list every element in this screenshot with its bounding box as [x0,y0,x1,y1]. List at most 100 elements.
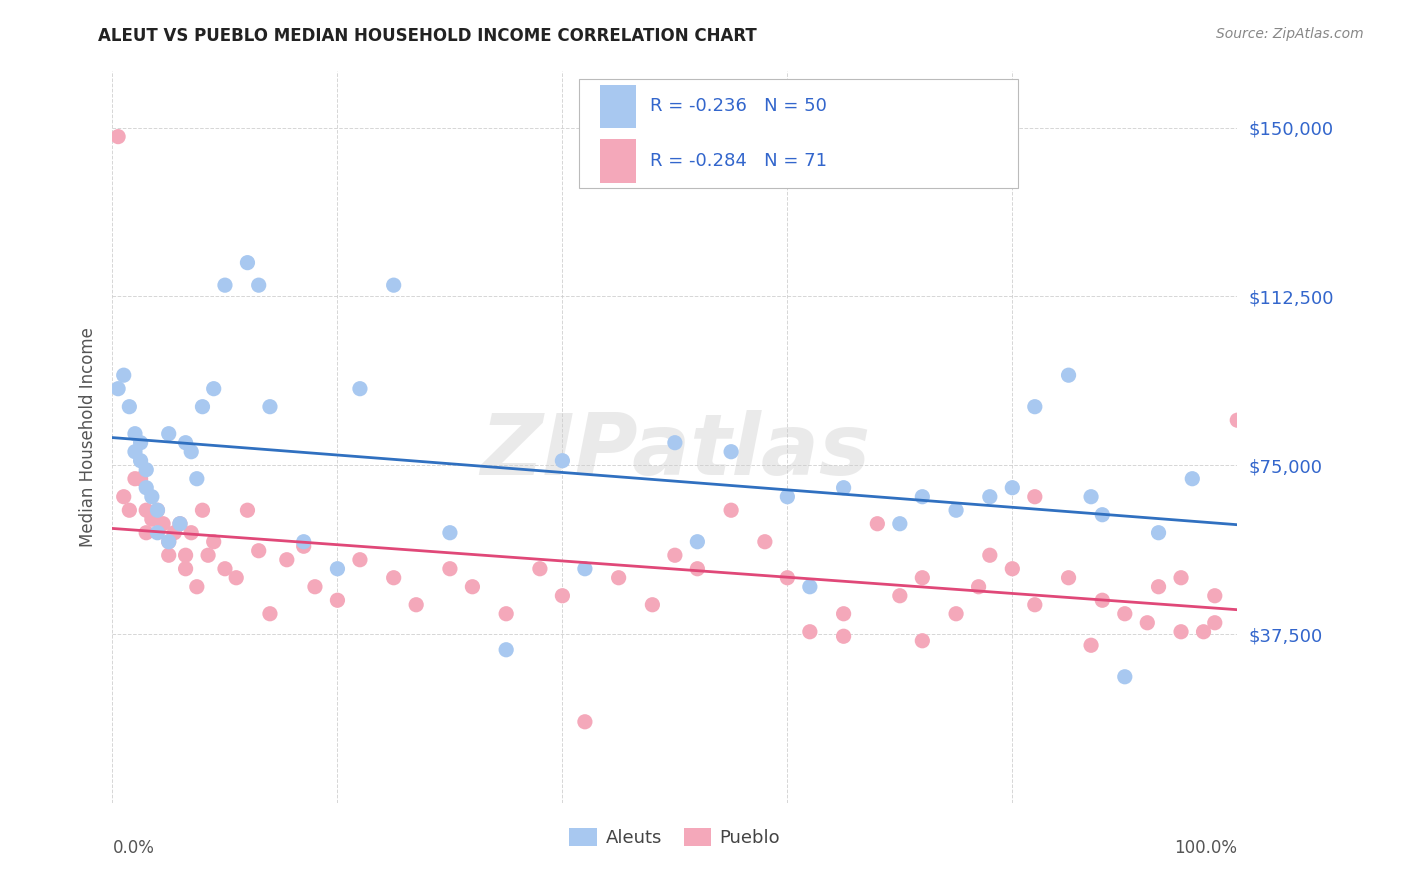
Text: ALEUT VS PUEBLO MEDIAN HOUSEHOLD INCOME CORRELATION CHART: ALEUT VS PUEBLO MEDIAN HOUSEHOLD INCOME … [98,27,758,45]
Point [1192,624,1215,639]
Point [439,525,461,540]
Point [664,548,686,562]
Point [1024,598,1046,612]
Point [292,534,315,549]
Point [1147,580,1170,594]
Point [1147,525,1170,540]
Point [135,481,157,495]
Point [186,472,208,486]
Point [1226,413,1249,427]
Point [197,548,219,562]
FancyBboxPatch shape [599,85,636,128]
Point [551,453,574,467]
Point [574,714,596,729]
Point [202,534,225,549]
Point [118,503,141,517]
Point [832,607,855,621]
Point [349,553,371,567]
Point [304,580,326,594]
Point [174,562,197,576]
Point [1057,368,1080,383]
Point [1091,593,1114,607]
Point [1024,490,1046,504]
Point [664,435,686,450]
Point [1024,400,1046,414]
Point [889,589,911,603]
Point [129,435,152,450]
Point [1114,670,1136,684]
Point [686,562,709,576]
FancyBboxPatch shape [599,139,636,183]
Point [832,629,855,643]
Point [1001,481,1024,495]
Point [146,525,169,540]
Point [979,548,1001,562]
Point [1091,508,1114,522]
Point [124,426,146,441]
Point [641,598,664,612]
Point [174,548,197,562]
Point [112,490,135,504]
Text: 0.0%: 0.0% [112,839,155,857]
Point [247,543,270,558]
Point [236,503,259,517]
Point [967,580,990,594]
Point [439,562,461,576]
Point [118,400,141,414]
Point [495,642,517,657]
Legend: Aleuts, Pueblo: Aleuts, Pueblo [564,822,786,852]
Point [292,539,315,553]
Point [259,400,281,414]
Point [326,562,349,576]
Point [349,382,371,396]
Point [191,400,214,414]
Point [979,490,1001,504]
Point [495,607,517,621]
Point [276,553,298,567]
Point [1204,615,1226,630]
Point [1136,615,1159,630]
Point [866,516,889,531]
FancyBboxPatch shape [579,78,1018,188]
Point [107,129,129,144]
Point [799,580,821,594]
Point [169,516,191,531]
Point [141,512,163,526]
Point [1170,571,1192,585]
Text: ZIPatlas: ZIPatlas [479,410,870,493]
Point [180,444,202,458]
Point [107,382,129,396]
Point [776,490,799,504]
Point [186,580,208,594]
Point [169,516,191,531]
Point [1170,624,1192,639]
Point [202,382,225,396]
Point [214,562,236,576]
Point [720,503,742,517]
Point [405,598,427,612]
Point [461,580,484,594]
Point [945,503,967,517]
Point [146,503,169,517]
Point [236,255,259,269]
Point [945,607,967,621]
Point [214,278,236,293]
Point [832,481,855,495]
Point [686,534,709,549]
Text: R = -0.236   N = 50: R = -0.236 N = 50 [650,97,827,115]
Point [129,472,152,486]
Point [129,453,152,467]
Point [720,444,742,458]
Point [225,571,247,585]
Point [911,633,934,648]
Point [157,534,180,549]
Point [247,278,270,293]
Point [152,516,174,531]
Point [157,548,180,562]
Point [326,593,349,607]
Point [135,503,157,517]
Point [799,624,821,639]
Point [157,426,180,441]
Text: 100.0%: 100.0% [1174,839,1237,857]
Point [551,589,574,603]
